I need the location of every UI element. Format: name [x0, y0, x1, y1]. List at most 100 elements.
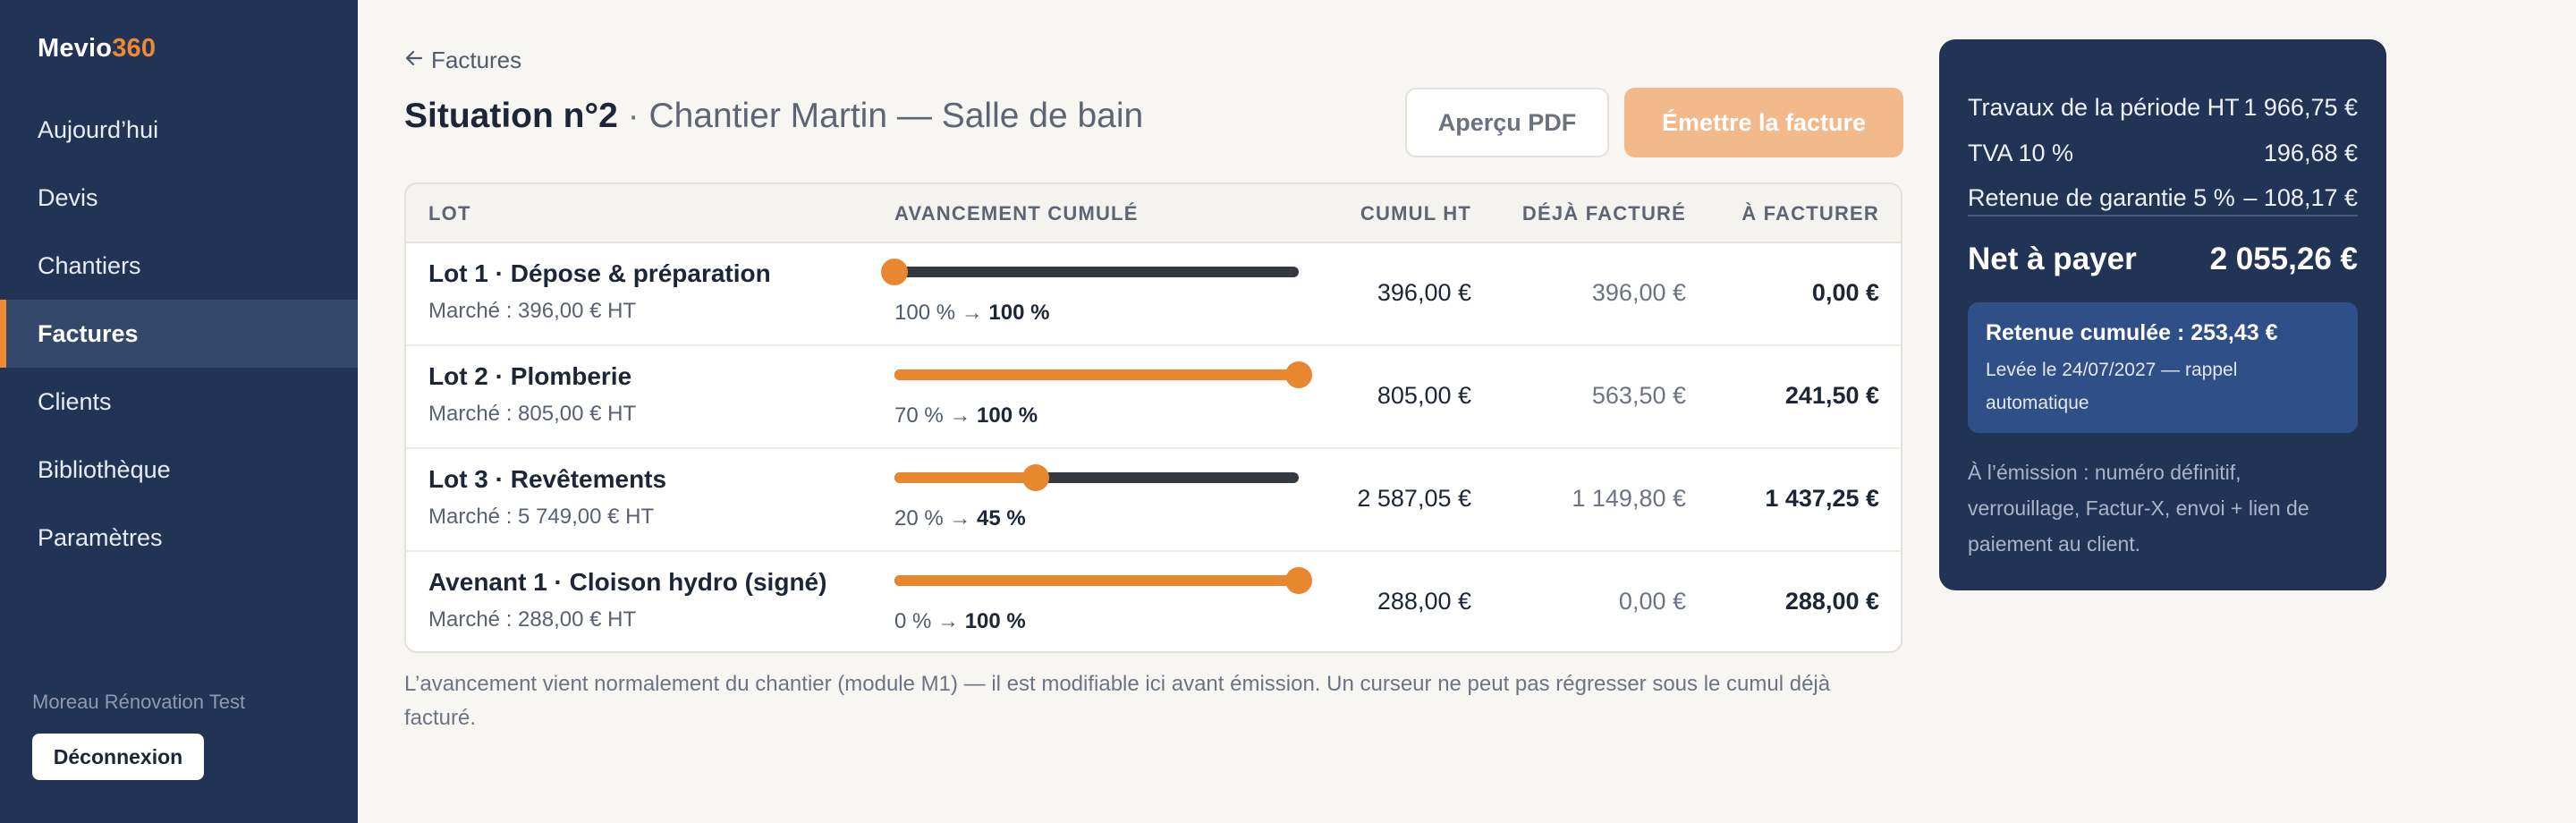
sidebar-item-aujourdhui[interactable]: Aujourd’hui — [0, 96, 358, 164]
progress-slider-handle[interactable] — [1022, 464, 1050, 491]
emission-note: À l’émission : numéro définitif, verroui… — [1968, 461, 2309, 556]
logo-text-primary: Mevio — [38, 34, 113, 63]
table-row: Lot 1 · Dépose & préparation Marché : 39… — [406, 243, 1901, 346]
progress-slider[interactable] — [881, 259, 1299, 285]
emit-invoice-button[interactable]: Émettre la facture — [1624, 88, 1903, 157]
deja-facture-value: 1 149,80 € — [1572, 485, 1686, 512]
sidebar-item-label: Factures — [38, 319, 139, 347]
page-title-separator: · — [617, 97, 649, 135]
progress-label: 0 % → 100 % — [894, 609, 1026, 633]
summary-line-retenue: Retenue de garantie 5 % – 108,17 € — [1968, 180, 2358, 216]
net-a-payer: Net à payer 2 055,26 € — [1968, 234, 2358, 284]
summary-line-value: 1 966,75 € — [2243, 93, 2358, 121]
progress-slider-handle[interactable] — [1285, 361, 1312, 388]
invoice-lots-table: LOT AVANCEMENT CUMULÉ CUMUL HT DÉJÀ FACT… — [404, 182, 1902, 653]
column-header-avancement: AVANCEMENT CUMULÉ — [894, 202, 1139, 225]
progress-slider-fill — [894, 472, 1037, 483]
table-header: LOT AVANCEMENT CUMULÉ CUMUL HT DÉJÀ FACT… — [406, 184, 1901, 243]
sidebar-item-label: Paramètres — [38, 523, 163, 551]
net-a-payer-label: Net à payer — [1968, 242, 2137, 276]
lot-name: Lot 2 · Plomberie — [428, 362, 632, 390]
sidebar-item-devis[interactable]: Devis — [0, 164, 358, 232]
progress-from: 0 % — [894, 609, 932, 633]
progress-slider[interactable] — [894, 361, 1312, 388]
a-facturer-value: 0,00 € — [1811, 279, 1879, 306]
progress-from: 20 % — [894, 506, 944, 530]
retenue-cumulee-title: Retenue cumulée : 253,43 € — [1986, 320, 2278, 345]
progress-slider[interactable] — [894, 464, 1299, 491]
logo-text-accent: 360 — [112, 34, 157, 63]
summary-line-label: Travaux de la période HT — [1968, 93, 2240, 121]
summary-line-value: – 108,17 € — [2243, 183, 2358, 211]
sidebar-item-bibliotheque[interactable]: Bibliothèque — [0, 436, 358, 504]
back-link-label: Factures — [431, 47, 522, 73]
column-header-deja: DÉJÀ FACTURÉ — [1521, 202, 1686, 225]
deja-facture-value: 563,50 € — [1591, 382, 1686, 409]
progress-to: 100 % — [977, 403, 1038, 428]
preview-pdf-button[interactable]: Aperçu PDF — [1405, 88, 1609, 157]
lot-name: Avenant 1 · Cloison hydro (signé) — [428, 568, 827, 596]
summary-line-travaux: Travaux de la période HT 1 966,75 € — [1968, 89, 2358, 125]
summary-line-tva: TVA 10 % 196,68 € — [1968, 135, 2358, 171]
company-name: Moreau Rénovation Test — [32, 691, 246, 713]
progress-slider-fill — [894, 369, 1299, 380]
sidebar-item-factures[interactable]: Factures — [0, 300, 358, 368]
lot-market: Marché : 288,00 € HT — [428, 607, 637, 632]
table-row: Lot 2 · Plomberie Marché : 805,00 € HT 7… — [406, 346, 1901, 449]
progress-slider[interactable] — [894, 567, 1312, 594]
page-title-sub: Chantier Martin — Salle de bain — [648, 97, 1144, 135]
sidebar-item-clients[interactable]: Clients — [0, 368, 358, 436]
progress-to: 100 % — [988, 301, 1050, 325]
lot-market: Marché : 396,00 € HT — [428, 299, 637, 323]
sidebar-item-chantiers[interactable]: Chantiers — [0, 232, 358, 300]
arrow-left-icon — [404, 47, 424, 74]
column-header-afacturer: À FACTURER — [1741, 202, 1879, 225]
cumul-ht-value: 288,00 € — [1377, 588, 1471, 615]
summary-divider — [1968, 215, 2358, 216]
a-facturer-value: 288,00 € — [1784, 588, 1879, 615]
sidebar-item-label: Chantiers — [38, 251, 141, 279]
lot-name: Lot 1 · Dépose & préparation — [428, 259, 771, 287]
cumul-ht-value: 396,00 € — [1377, 279, 1471, 306]
lot-name: Lot 3 · Revêtements — [428, 465, 667, 493]
net-a-payer-value: 2 055,26 € — [2209, 242, 2358, 276]
lot-market: Marché : 805,00 € HT — [428, 402, 637, 426]
progress-label: 70 % → 100 % — [894, 403, 1038, 428]
app-logo[interactable]: Mevio360 — [38, 34, 156, 64]
summary-line-label: TVA 10 % — [1968, 139, 2074, 166]
progress-label: 100 % → 100 % — [894, 301, 1050, 325]
page-title: Situation n°2 · Chantier Martin — Salle … — [404, 97, 1143, 136]
a-facturer-value: 1 437,25 € — [1765, 485, 1879, 512]
progress-slider-handle[interactable] — [881, 259, 908, 285]
invoice-summary-card: Travaux de la période HT 1 966,75 € TVA … — [1939, 39, 2386, 590]
sidebar-item-label: Devis — [38, 183, 98, 211]
a-facturer-value: 241,50 € — [1784, 382, 1879, 409]
column-header-lot: LOT — [428, 202, 471, 225]
sidebar-item-label: Aujourd’hui — [38, 115, 159, 143]
page-title-main: Situation n°2 — [404, 97, 618, 135]
progress-slider-handle[interactable] — [1285, 567, 1312, 594]
deja-facture-value: 396,00 € — [1591, 279, 1686, 306]
lot-market: Marché : 5 749,00 € HT — [428, 505, 655, 529]
column-header-cumul: CUMUL HT — [1360, 202, 1471, 225]
progress-from: 100 % — [894, 301, 956, 325]
progress-from: 70 % — [894, 403, 944, 428]
cumul-ht-value: 2 587,05 € — [1357, 485, 1471, 512]
sidebar: Mevio360 Aujourd’hui Devis Chantiers Fac… — [0, 0, 358, 823]
progress-footnote: L’avancement vient normalement du chanti… — [404, 672, 1831, 730]
progress-slider-fill — [894, 575, 1299, 586]
progress-label: 20 % → 45 % — [894, 506, 1026, 530]
deja-facture-value: 0,00 € — [1618, 588, 1686, 615]
sidebar-item-parametres[interactable]: Paramètres — [0, 504, 358, 572]
table-row: Avenant 1 · Cloison hydro (signé) Marché… — [406, 552, 1901, 651]
logout-button[interactable]: Déconnexion — [32, 734, 204, 780]
retenue-cumulee-subtext: Levée le 24/07/2027 — rappel automatique — [1986, 360, 2238, 413]
summary-line-label: Retenue de garantie 5 % — [1968, 183, 2235, 211]
cumul-ht-value: 805,00 € — [1377, 382, 1471, 409]
sidebar-item-label: Clients — [38, 387, 112, 415]
back-link[interactable]: Factures — [404, 47, 521, 74]
progress-to: 45 % — [977, 506, 1026, 530]
sidebar-nav: Aujourd’hui Devis Chantiers Factures Cli… — [0, 96, 358, 572]
retenue-cumulee-box: Retenue cumulée : 253,43 € Levée le 24/0… — [1968, 302, 2358, 433]
sidebar-item-label: Bibliothèque — [38, 455, 171, 483]
